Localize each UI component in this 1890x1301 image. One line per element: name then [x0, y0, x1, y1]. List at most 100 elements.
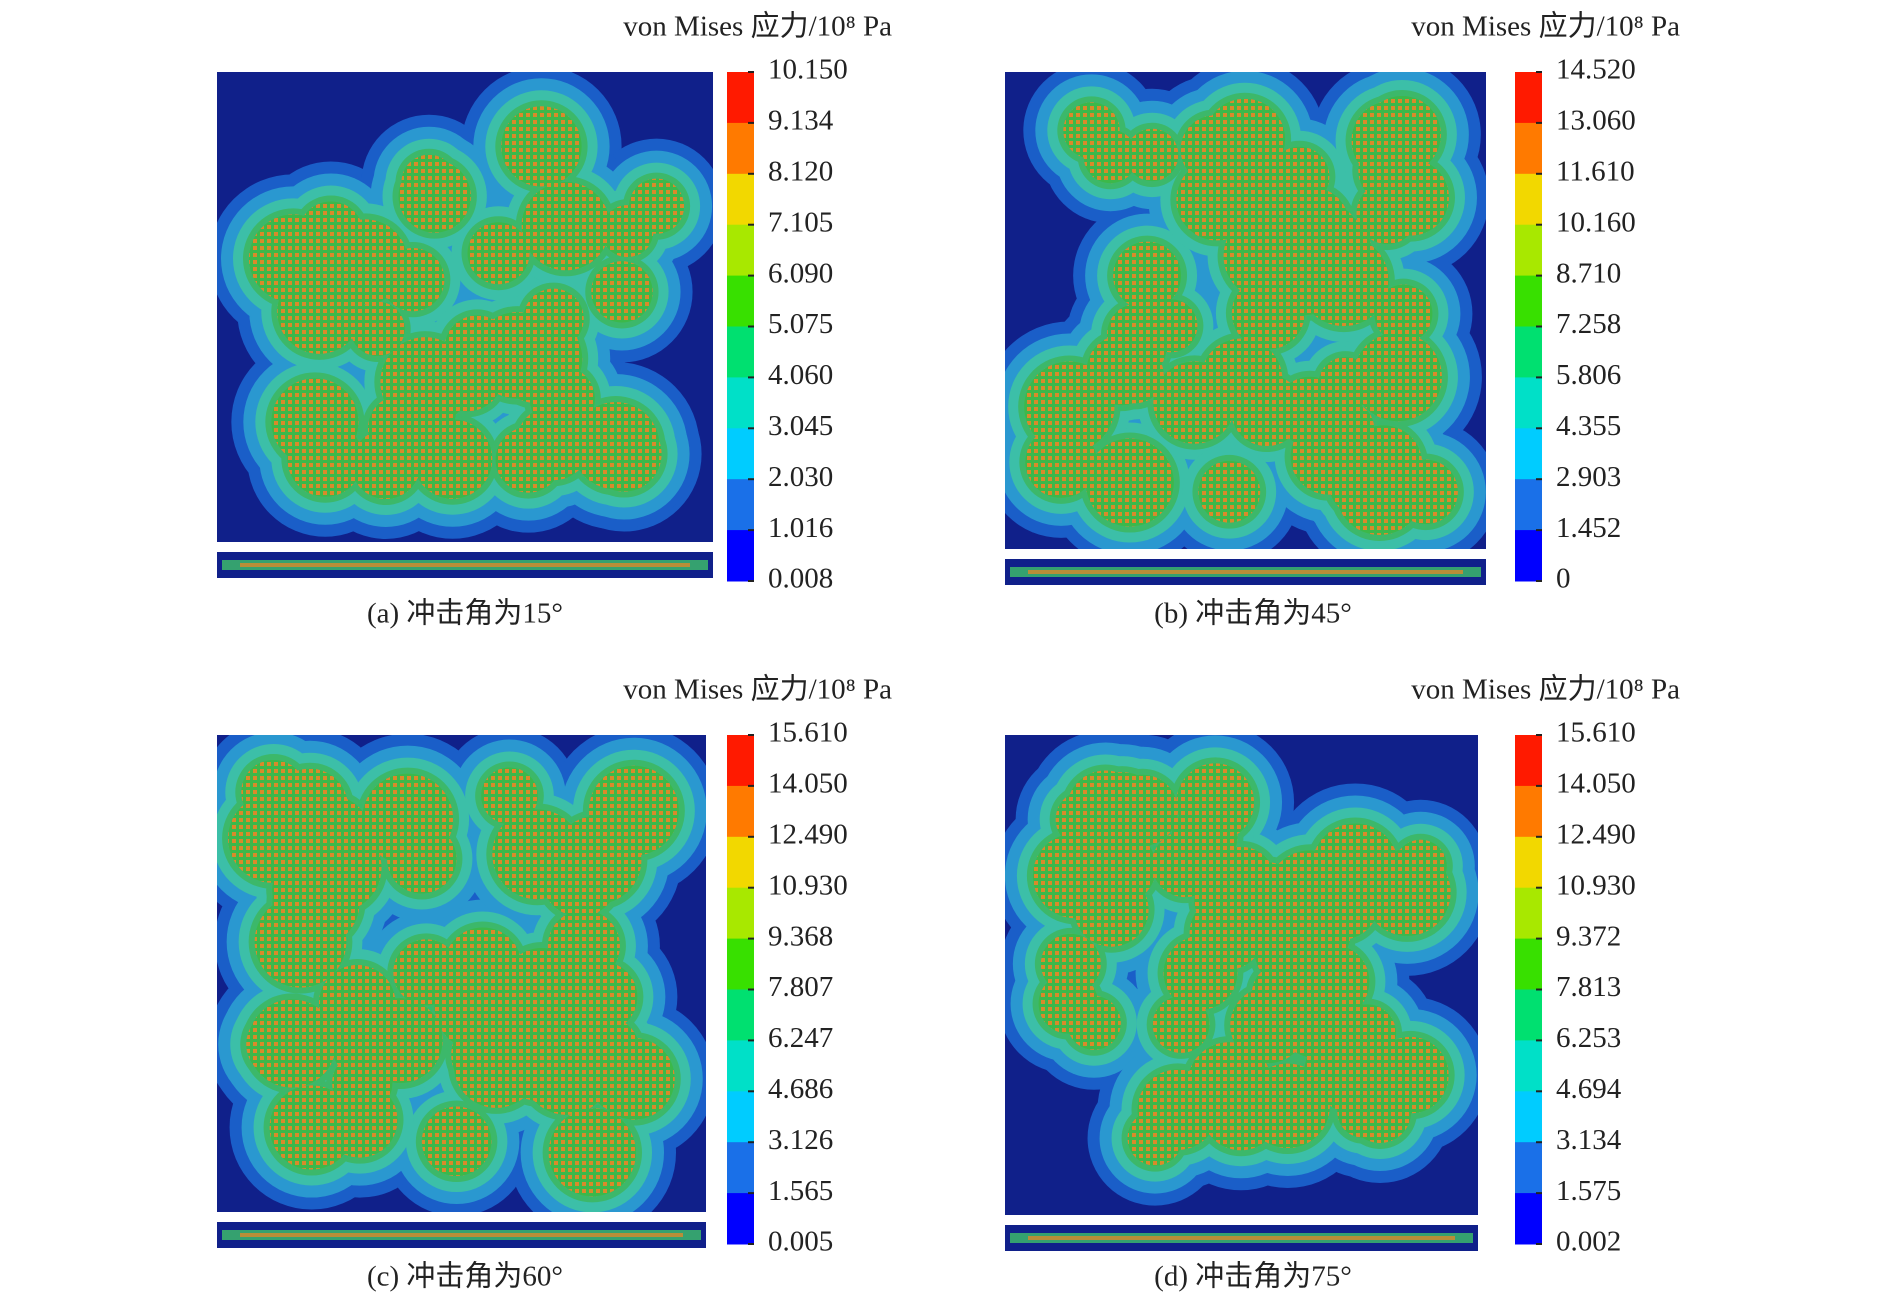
colorbar-band — [727, 428, 754, 480]
colorbar-label: 10.150 — [768, 54, 848, 86]
stress-region — [572, 401, 660, 490]
colorbar-label: 9.368 — [768, 920, 833, 952]
colorbar-label: 2.030 — [768, 461, 833, 493]
colorbar-label: 3.126 — [768, 1124, 833, 1156]
caption: (c) 冲击角为60° — [367, 1260, 563, 1293]
colorbar-band — [727, 735, 754, 787]
stress-region — [1250, 890, 1338, 978]
colorbar-label: 4.060 — [768, 359, 833, 391]
colorbar-band — [727, 836, 754, 889]
stress-region — [1153, 361, 1236, 444]
colorbar-band — [1515, 1091, 1542, 1143]
stress-region — [1298, 203, 1359, 264]
stress-region — [1125, 128, 1179, 182]
stress-region — [1038, 973, 1099, 1034]
stress-region — [421, 1106, 492, 1177]
colorbar-band — [1515, 530, 1542, 582]
colorbar-label: 5.806 — [1556, 359, 1621, 391]
colorbar-label: 14.520 — [1556, 54, 1636, 86]
colorbar-label: 10.930 — [1556, 869, 1636, 901]
colorbar-band — [727, 1040, 754, 1092]
colorbar-band — [727, 785, 754, 838]
colorbar-band — [1515, 326, 1542, 378]
stress-region — [1275, 376, 1345, 446]
stress-region — [501, 106, 582, 187]
stress-region — [528, 1013, 615, 1101]
colorbar-band — [1515, 377, 1542, 429]
colorbar-label: 10.160 — [1556, 206, 1636, 238]
stress-region — [1152, 996, 1210, 1053]
colorbar-label: 7.105 — [768, 206, 833, 238]
colorbar-label: 14.050 — [768, 768, 848, 800]
caption: (d) 冲击角为75° — [1154, 1260, 1352, 1293]
stress-region — [1269, 146, 1330, 207]
stress-region — [521, 181, 610, 271]
colorbar-title: von Mises 应力/10⁸ Pa — [623, 10, 892, 43]
stress-region — [1024, 361, 1115, 452]
colorbar-band — [1515, 72, 1542, 124]
colorbar-label: 1.575 — [1556, 1175, 1621, 1207]
colorbar-label: 8.710 — [1556, 257, 1621, 289]
stress-region — [467, 222, 530, 285]
caption: (b) 冲击角为45° — [1154, 597, 1352, 630]
stress-region — [390, 380, 456, 446]
stress-region — [1372, 159, 1449, 236]
stress-region — [1085, 438, 1174, 527]
colorbar-label: 14.050 — [1556, 768, 1636, 800]
colorbar-band — [727, 479, 754, 531]
colorbar-label: 9.372 — [1556, 920, 1621, 952]
colorbar-band — [1515, 479, 1542, 531]
colorbar-label: 1.016 — [768, 512, 833, 544]
stress-region — [381, 247, 445, 312]
stress-region — [548, 1108, 637, 1197]
panel: von Mises 应力/10⁸ Pa 14.520 13.060 11.610 10.… — [1005, 10, 1680, 630]
colorbar-band — [727, 1091, 754, 1143]
colorbar-label: 6.090 — [768, 257, 833, 289]
stress-field — [1005, 735, 1478, 1206]
stress-region — [1230, 987, 1307, 1064]
colorbar-label: 15.610 — [1556, 717, 1636, 749]
stress-region — [289, 252, 367, 331]
stress-region — [368, 1023, 427, 1081]
colorbar-label: 6.247 — [768, 1022, 833, 1054]
stress-region — [588, 765, 679, 856]
colorbar-band — [727, 377, 754, 429]
stress-region — [387, 824, 457, 894]
colorbar-label: 4.694 — [1556, 1073, 1622, 1105]
stress-region — [1353, 332, 1442, 422]
colorbar-band — [1515, 938, 1542, 990]
colorbar-label: 3.045 — [768, 410, 833, 442]
colorbar-label: 0.008 — [768, 563, 833, 595]
colorbar-label: 8.120 — [768, 155, 833, 187]
stress-region — [1374, 284, 1433, 343]
colorbar-label: 3.134 — [1556, 1124, 1622, 1156]
colorbar-band — [1515, 735, 1542, 787]
colorbar-band — [727, 887, 754, 940]
colorbar-label: 9.134 — [768, 105, 834, 137]
colorbar-band — [727, 326, 754, 378]
stress-region — [1066, 770, 1145, 849]
stress-region — [350, 301, 405, 356]
colorbar-title: von Mises 应力/10⁸ Pa — [1411, 673, 1680, 706]
stress-region — [1273, 253, 1336, 316]
colorbar-label: 7.807 — [768, 971, 833, 1003]
colorbar-band — [1515, 785, 1542, 838]
stress-region — [325, 986, 388, 1049]
stress-region — [1180, 115, 1249, 184]
colorbar-band — [1515, 989, 1542, 1041]
colorbar-label: 7.258 — [1556, 308, 1621, 340]
colorbar-title: von Mises 应力/10⁸ Pa — [1411, 10, 1680, 43]
colorbar-band — [727, 275, 754, 327]
stress-field — [1005, 72, 1486, 549]
colorbar-band — [727, 1193, 754, 1245]
colorbar-band — [1515, 428, 1542, 480]
panel: von Mises 应力/10⁸ Pa 10.150 9.134 8.120 7.105… — [217, 10, 892, 630]
colorbar-band — [1515, 836, 1542, 889]
stress-region — [1113, 241, 1182, 310]
colorbar-title: von Mises 应力/10⁸ Pa — [623, 673, 892, 706]
stress-region — [547, 909, 620, 982]
colorbar-band — [1515, 1193, 1542, 1245]
colorbar-label: 13.060 — [1556, 105, 1636, 137]
colorbar-label: 12.490 — [768, 818, 848, 850]
side-view-band — [240, 563, 690, 567]
